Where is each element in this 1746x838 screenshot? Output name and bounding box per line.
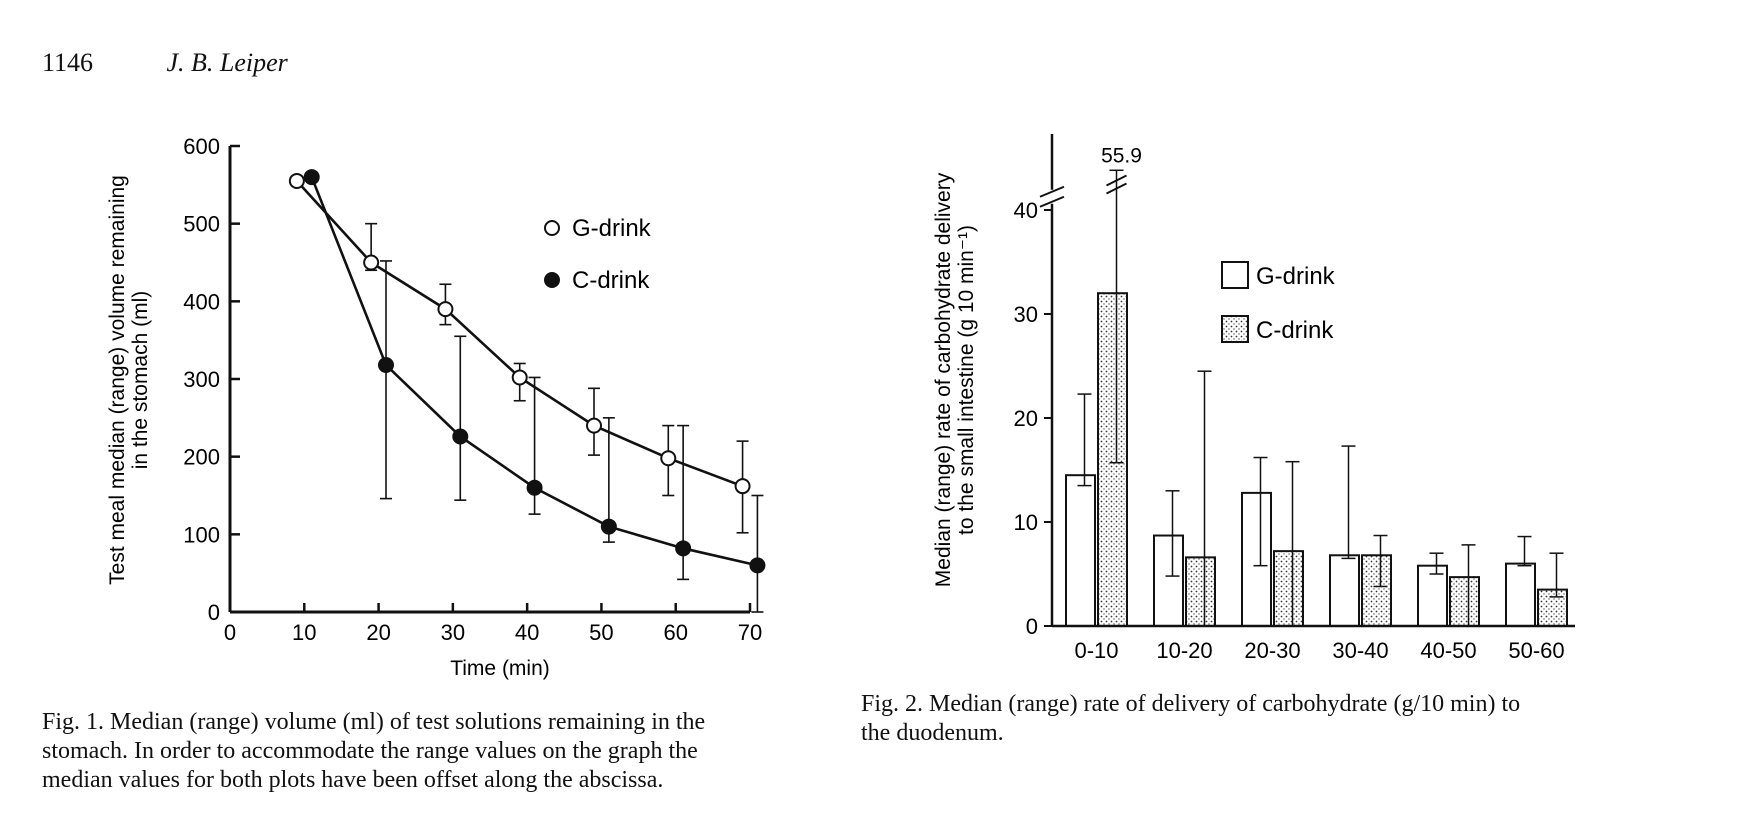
fig1-ticks: 0 100 200 300 400 500 600 0 10 20 30 40 50 60 70 (183, 134, 762, 645)
fig1-legend-c-drink: C-drink (572, 267, 650, 294)
fig2-y-tick-label: 10 (1014, 510, 1038, 535)
fig2-bar-c-drink (1537, 588, 1568, 627)
fig1-point-c-drink (452, 428, 469, 445)
fig1-x-tick-label: 30 (441, 620, 465, 645)
fig1-y-tick-label: 400 (183, 289, 220, 314)
fig2-y-tick-label: 0 (1026, 614, 1038, 639)
fig1-point-g-drink (586, 417, 602, 434)
legend-open-circle-icon (544, 220, 560, 236)
caption-line: the duodenum. (861, 720, 1004, 746)
legend-filled-circle-icon (544, 272, 560, 288)
fig1-y-tick-label: 0 (208, 600, 220, 625)
fig1-series-line-g-drink (295, 180, 744, 488)
fig2-off-scale-value: 55.9 (1101, 144, 1142, 167)
fig1-point-c-drink (526, 479, 543, 496)
fig1-point-g-drink (734, 478, 751, 495)
fig2-bar-g-drink (1505, 562, 1536, 627)
fig1-point-c-drink (675, 540, 692, 557)
fig2-x-tick-label: 50-60 (1508, 638, 1564, 663)
fig2-bar-c-drink (1273, 550, 1304, 627)
fig1-point-g-drink (288, 172, 305, 189)
fig2-y-tick-label: 40 (1014, 198, 1038, 223)
legend-stippled-box-icon (1221, 315, 1249, 343)
fig2-x-tick-label: 40-50 (1420, 638, 1476, 663)
caption-line: stomach. In order to accommodate the ran… (42, 738, 698, 764)
fig2-bar-g-drink (1241, 491, 1272, 627)
axis-break-mark (1039, 195, 1065, 208)
fig2-x-tick-label: 10-20 (1156, 638, 1212, 663)
fig1-x-tick-label: 10 (292, 620, 316, 645)
fig1-point-c-drink (600, 518, 617, 535)
fig1-y-tick-label: 300 (183, 367, 220, 392)
fig1-y-axis-label: Test meal median (range) volume remainin… (106, 175, 129, 585)
fig2-bar-c-drink (1097, 292, 1128, 627)
fig1-x-tick-label: 0 (224, 620, 236, 645)
figure-1-caption: Fig. 1. Median (range) volume (ml) of te… (42, 708, 842, 795)
error-bar-break-mark (1106, 182, 1127, 195)
fig2-x-tick-label: 30-40 (1332, 638, 1388, 663)
fig2-bar-c-drink (1185, 556, 1216, 627)
legend-open-box-icon (1221, 261, 1249, 289)
fig1-legend: G-drink C-drink (544, 215, 652, 294)
running-author: J. B. Leiper (166, 48, 288, 77)
fig1-y-tick-label: 500 (183, 212, 220, 237)
fig1-y-tick-label: 600 (183, 134, 220, 159)
caption-line: Fig. 1. Median (range) volume (ml) of te… (42, 709, 706, 735)
page-header: 1146 J. B. Leiper (42, 48, 288, 78)
fig1-point-g-drink (363, 254, 380, 271)
caption-line: Fig. 2. Median (range) rate of delivery … (861, 691, 1521, 717)
fig2-y-axis-label-line2: to the small intestine (g 10 min⁻¹) (955, 225, 978, 535)
fig2-ticks: 0 10 20 30 40 0-10 10-20 20-30 30-40 40-50 50-60 (1014, 198, 1565, 663)
fig1-y-axis-label-line2: in the stomach (ml) (129, 291, 152, 470)
fig1-point-c-drink (378, 357, 394, 374)
page-number: 1146 (42, 48, 94, 77)
fig1-point-g-drink (511, 369, 528, 386)
axis-break-mark (1039, 185, 1065, 198)
fig1-x-tick-label: 40 (515, 620, 539, 645)
fig1-plot-area (288, 169, 766, 613)
fig2-bar-g-drink (1153, 534, 1184, 628)
fig2-bar-c-drink (1449, 576, 1480, 627)
caption-line: median values for both plots have been o… (42, 767, 664, 793)
fig1-point-g-drink (437, 301, 454, 318)
fig2-plot-area (1065, 169, 1568, 628)
fig2-axis-break-marks (1039, 174, 1127, 208)
error-bar-break-mark (1106, 174, 1127, 187)
fig2-x-tick-label: 20-30 (1244, 638, 1300, 663)
fig1-y-tick-label: 100 (183, 522, 220, 547)
fig2-bar-g-drink (1329, 554, 1360, 628)
fig1-point-c-drink (303, 169, 320, 186)
fig2-y-tick-label: 30 (1014, 302, 1038, 327)
fig1-point-c-drink (749, 557, 766, 574)
fig1-point-g-drink (660, 450, 677, 467)
fig2-y-tick-label: 20 (1014, 406, 1038, 431)
fig2-legend: G-drink C-drink (1221, 261, 1336, 344)
fig1-x-axis-label: Time (min) (450, 657, 550, 680)
fig1-x-tick-label: 60 (663, 620, 687, 645)
fig1-x-tick-label: 20 (366, 620, 390, 645)
fig2-legend-c-drink: C-drink (1256, 317, 1334, 344)
fig2-bar-c-drink (1361, 554, 1392, 628)
fig2-bar-g-drink (1065, 474, 1096, 628)
fig2-x-tick-label: 0-10 (1074, 638, 1118, 663)
figure-2-bar-chart: 0 10 20 30 40 0-10 10-20 20-30 30-40 40-50 50-60 5… (932, 134, 1575, 663)
fig1-legend-g-drink: G-drink (572, 215, 652, 242)
fig1-y-tick-label: 200 (183, 445, 220, 470)
fig1-x-tick-label: 70 (738, 620, 762, 645)
fig1-x-tick-label: 50 (589, 620, 613, 645)
figure-1-line-chart: 0 100 200 300 400 500 600 0 10 20 30 40 50 60 70 Time … (106, 134, 766, 680)
fig2-y-axis-label: Median (range) rate of carbohydrate deli… (932, 172, 955, 587)
fig2-legend-g-drink: G-drink (1256, 263, 1336, 290)
figure-2-caption: Fig. 2. Median (range) rate of delivery … (861, 690, 1661, 748)
